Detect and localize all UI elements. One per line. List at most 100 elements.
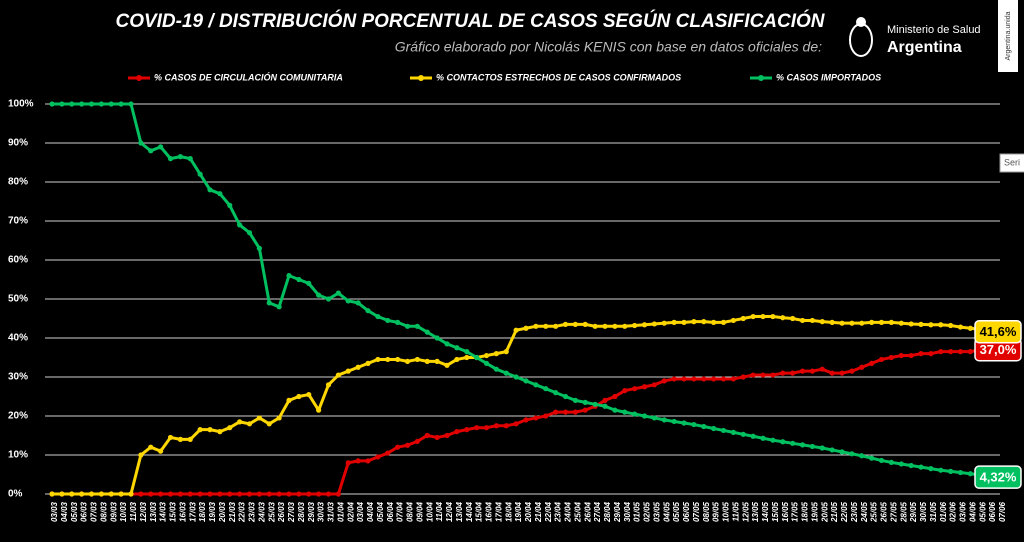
point (701, 423, 707, 430)
side-box-text: Seri (1004, 157, 1020, 167)
point (572, 321, 578, 327)
point (938, 467, 944, 473)
point (365, 458, 371, 464)
x-tick-label: 30/03 (317, 501, 326, 522)
point (819, 366, 825, 372)
point (355, 458, 361, 464)
x-tick-label: 10/04 (425, 501, 434, 522)
point (128, 491, 134, 497)
x-tick-label: 09/03 (109, 501, 118, 522)
point (404, 358, 411, 364)
point (750, 433, 756, 439)
x-tick-label: 15/05 (771, 501, 780, 522)
x-tick-label: 15/04 (475, 501, 484, 522)
x-tick-label: 21/03 (228, 501, 237, 523)
point (444, 432, 450, 439)
point (266, 300, 272, 306)
point (957, 324, 964, 330)
point (918, 464, 924, 470)
x-tick-label: 18/03 (198, 501, 207, 522)
end-label-box (974, 465, 1022, 489)
point (948, 349, 954, 355)
point (790, 370, 796, 376)
point (908, 462, 914, 469)
x-tick-label: 06/03 (80, 501, 89, 522)
point (493, 351, 499, 357)
point (967, 471, 973, 477)
x-tick-label: 08/05 (702, 501, 711, 522)
point (483, 425, 490, 431)
point (849, 320, 855, 326)
point (148, 444, 154, 450)
point (118, 101, 124, 107)
point (612, 323, 618, 329)
point (740, 431, 746, 437)
point (661, 378, 667, 384)
point (720, 427, 727, 434)
point (355, 300, 361, 306)
point (385, 450, 391, 456)
y-tick-label: 80% (8, 177, 28, 188)
point (118, 491, 124, 497)
point (562, 321, 569, 327)
point (434, 335, 440, 341)
point (345, 460, 351, 466)
x-tick-label: 21/05 (830, 501, 839, 523)
point (938, 322, 944, 328)
point (612, 393, 618, 400)
point (622, 409, 628, 415)
x-tick-label: 24/05 (860, 501, 869, 523)
point (898, 352, 904, 359)
point (325, 382, 332, 388)
point (819, 319, 825, 325)
point (760, 435, 766, 441)
x-tick-label: 22/05 (840, 501, 849, 523)
legend-marker (136, 75, 142, 81)
point (187, 491, 193, 497)
point (227, 491, 233, 497)
point (888, 354, 894, 361)
point (691, 376, 697, 382)
point (335, 290, 341, 296)
point (177, 154, 183, 160)
x-tick-label: 12/03 (139, 501, 148, 522)
x-tick-label: 28/04 (603, 501, 612, 523)
point (523, 417, 529, 423)
logo-sun (856, 17, 866, 27)
x-tick-label: 18/05 (801, 501, 810, 522)
point (681, 319, 687, 325)
point (128, 101, 134, 107)
point (602, 323, 608, 329)
point (167, 491, 174, 497)
x-tick-label: 30/04 (623, 501, 632, 522)
series (49, 313, 1003, 497)
point (799, 442, 806, 448)
point (632, 411, 638, 417)
point (158, 448, 164, 454)
point (928, 322, 934, 328)
x-tick-label: 22/04 (544, 501, 553, 523)
point (98, 101, 104, 107)
point (197, 171, 203, 177)
point (355, 364, 361, 370)
point (641, 322, 648, 328)
x-tick-label: 08/04 (406, 501, 415, 522)
point (928, 466, 934, 472)
side-tag: Argentina.unida (1005, 11, 1012, 60)
x-tick-label: 03/05 (652, 501, 661, 522)
x-tick-label: 24/03 (257, 501, 266, 523)
side-strip (998, 0, 1018, 72)
x-tick-label: 20/04 (524, 501, 533, 523)
point (770, 372, 776, 378)
point (750, 313, 756, 320)
point (681, 376, 687, 382)
point (918, 321, 924, 327)
x-tick-label: 13/03 (149, 501, 158, 522)
point (967, 325, 973, 331)
y-tick-label: 70% (8, 216, 28, 227)
point (483, 352, 490, 359)
x-tick-label: 07/06 (998, 501, 1007, 522)
x-tick-label: 15/03 (169, 501, 178, 522)
point (957, 469, 964, 476)
point (375, 454, 381, 460)
